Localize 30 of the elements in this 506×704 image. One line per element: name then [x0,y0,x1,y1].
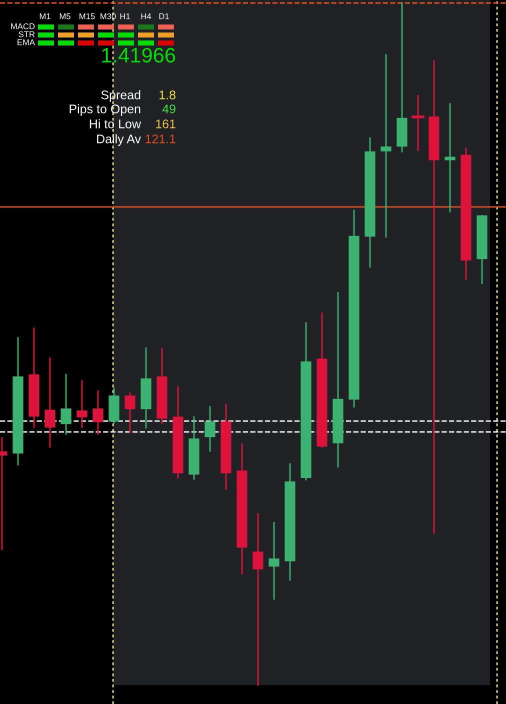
annotation: 161 [156,120,176,128]
candlestick [124,392,136,433]
annotation: MACD [11,23,35,30]
annotation: M30 [100,13,116,20]
candlestick [380,54,392,238]
annotation: 1.8 [160,90,176,100]
candlestick [268,522,280,600]
candlestick [92,390,104,435]
annotation: M15 [80,13,95,20]
annotation: 49 [162,104,176,114]
candlestick [44,358,56,448]
annotation: H1 [120,13,130,20]
candlestick [76,380,88,428]
annotation: Hi to Low [90,119,142,128]
candlestick [444,103,456,212]
annotation: EMA [18,39,35,46]
annotation: M1 [40,13,50,20]
candlestick [428,60,440,534]
annotation: 121.1 [146,134,176,144]
annotation: D1 [159,13,169,20]
candlestick [204,406,216,452]
candlestick [252,513,264,686]
annotation: Spread [101,90,140,102]
annotation: 1.41966 [102,48,176,63]
candlestick [60,374,72,435]
annotation: M5 [60,13,70,20]
annotation: Pips to Open [70,104,140,116]
annotation: STR [18,31,35,38]
annotation: H4 [141,13,152,20]
annotation: Daily Av [97,134,141,146]
